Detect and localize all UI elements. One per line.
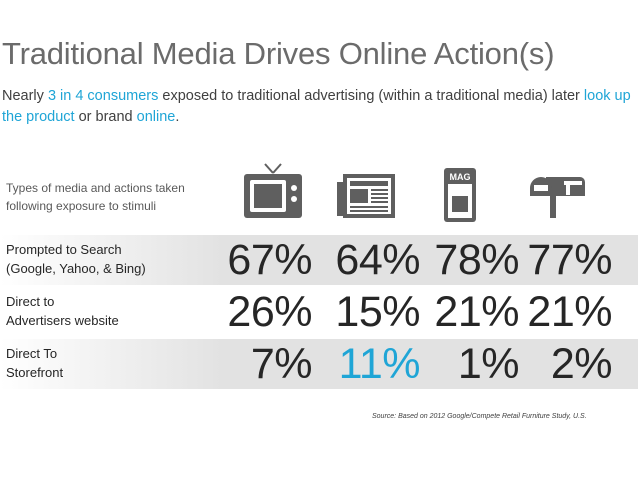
subtitle-text: exposed to traditional advertising (with… [158,88,584,104]
value-cell: 15% [335,288,420,336]
newspaper-icon [337,174,395,218]
subtitle-highlight: 3 in 4 consumers [47,88,159,104]
table-caption: Types of media and actions taken followi… [6,181,185,213]
value-cell: 67% [227,236,312,284]
magazine-label: MAG [450,172,471,182]
row-label: Prompted to Search (Google, Yahoo, & Bing… [6,240,206,278]
table-row: Direct To Storefront 7% 11% 1% 2% [0,339,638,389]
subtitle-highlight: look up the product [2,88,631,125]
row-label: Direct To Storefront [6,344,206,382]
row-label-line: Advertisers website [6,313,119,328]
subtitle-text: Nearly [2,88,48,104]
value-cell: 78% [434,236,519,284]
row-label-line: Direct to [6,294,55,309]
subtitle-highlight: online [136,109,176,125]
table-row: Direct to Advertisers website 26% 15% 21% 21% [0,287,638,337]
value-cell: 64% [335,236,420,284]
value-cell: 26% [227,288,312,336]
row-label-line: Prompted to Search [6,242,122,257]
row-label: Direct to Advertisers website [6,292,206,330]
mailbox-icon [530,177,585,218]
subtitle-text: . [175,109,180,125]
row-label-line: Direct To [6,346,58,361]
row-label-line: (Google, Yahoo, & Bing) [6,261,146,276]
value-cell: 77% [527,236,612,284]
magazine-icon: MAG [444,168,476,222]
row-label-line: Storefront [6,365,64,380]
source-note: Source: Based on 2012 Google/Compete Ret… [372,413,587,420]
value-cell: 11% [338,340,421,388]
subtitle: Nearly 3 in 4 consumers exposed to tradi… [2,86,632,128]
value-cell: 2% [550,340,613,388]
value-cell: 21% [527,288,612,336]
subtitle-text: or brand [74,109,137,125]
value-cell: 7% [250,340,313,388]
value-cell: 21% [434,288,519,336]
television-icon [244,163,302,218]
table-row: Prompted to Search (Google, Yahoo, & Bing… [0,235,638,285]
page-title: Traditional Media Drives Online Action(s… [2,36,555,71]
value-cell: 1% [457,340,520,388]
